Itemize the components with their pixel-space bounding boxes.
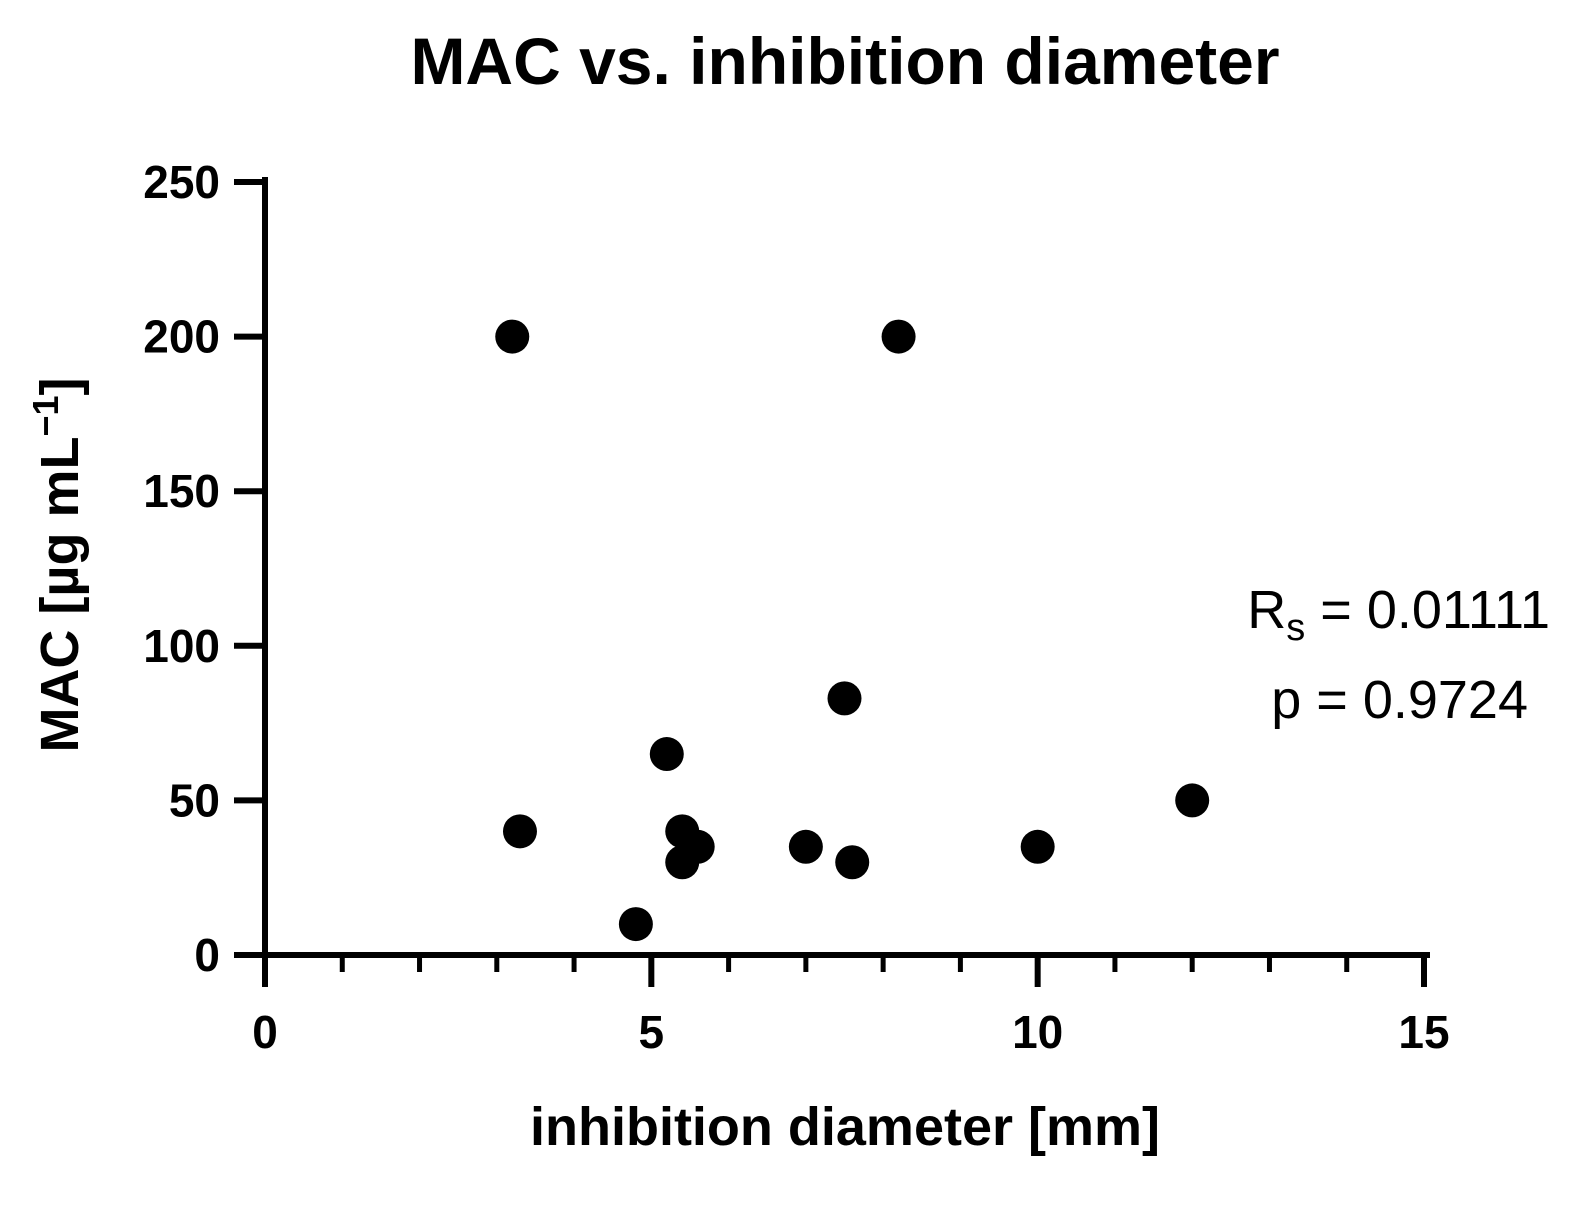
data-point	[680, 829, 715, 864]
x-tick-label: 0	[252, 1006, 278, 1058]
data-point	[1175, 783, 1210, 818]
rs-value: = 0.01111	[1305, 580, 1550, 640]
x-tick-label: 10	[1012, 1006, 1063, 1058]
y-tick-label: 0	[194, 929, 220, 981]
data-point	[788, 829, 823, 864]
y-axis-label-base: MAC [µg mL	[30, 436, 90, 752]
rs-symbol: R	[1247, 580, 1286, 640]
y-tick-label: 200	[143, 311, 220, 363]
y-tick-label: 50	[169, 774, 220, 826]
chart-title: MAC vs. inhibition diameter	[410, 24, 1279, 98]
rs-subscript: s	[1286, 607, 1305, 649]
y-tick-label: 100	[143, 620, 220, 672]
p-annotation: p = 0.9724	[1271, 670, 1528, 730]
y-ticks: 0 50 100 150 200 250	[143, 156, 265, 981]
y-axis-label: MAC [µg mL−1]	[25, 377, 90, 752]
data-point	[1020, 829, 1055, 864]
x-ticks: 0 5 10 15	[252, 955, 1450, 1058]
data-point	[618, 907, 653, 942]
data-point	[827, 681, 862, 716]
data-point	[835, 845, 870, 880]
y-tick-label: 250	[143, 156, 220, 208]
data-point	[649, 737, 684, 772]
x-tick-label: 15	[1398, 1006, 1449, 1058]
x-tick-label: 5	[639, 1006, 665, 1058]
data-point	[881, 319, 916, 354]
data-point	[495, 319, 530, 354]
x-axis-label: inhibition diameter [mm]	[530, 1097, 1160, 1157]
data-points	[495, 319, 1210, 942]
rs-annotation: Rs = 0.01111	[1247, 580, 1550, 649]
data-point	[502, 814, 537, 849]
axes	[259, 177, 1430, 961]
y-axis-label-superscript: −1	[25, 395, 66, 436]
y-tick-label: 150	[143, 465, 220, 517]
y-axis-label-close: ]	[30, 377, 90, 395]
